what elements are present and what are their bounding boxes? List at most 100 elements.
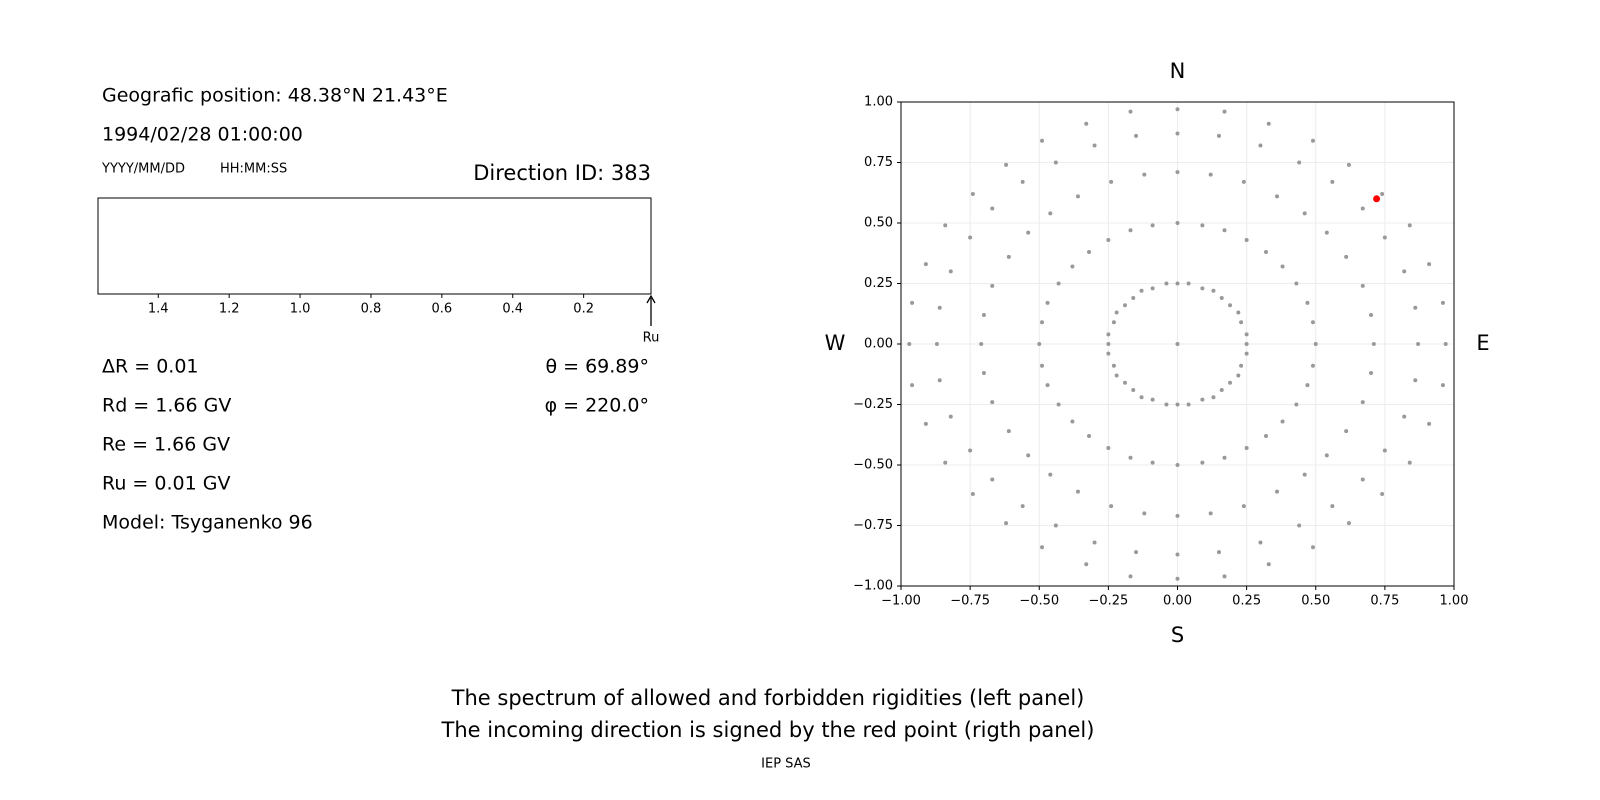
x-tick-label: 0.50 [1301,594,1330,609]
direction-point [1344,429,1349,434]
direction-point [1244,446,1249,451]
direction-point [1200,460,1205,465]
direction-point [1263,250,1268,255]
direction-point [1263,433,1268,438]
position: Geografic position: 48.38°N 21.43°E [102,85,448,107]
time-format: HH:MM:SS [220,162,287,177]
x-tick-label: 1.0 [290,302,311,317]
direction-point [1048,472,1053,477]
direction-point [1175,463,1180,467]
direction-point [1128,228,1133,233]
x-tick-label: 0.25 [1232,594,1261,609]
south-label: S [1171,623,1184,647]
direction-point [1053,523,1058,528]
direction-point [1084,121,1089,126]
direction-point [1280,419,1285,424]
direction-point [1228,380,1233,385]
direction-point [1114,310,1119,315]
west-label: W [825,331,846,355]
direction-point [1219,296,1224,301]
date-format: YYYY/MM/DD [101,162,185,177]
direction-point [1297,523,1302,528]
direction-point [1084,562,1089,567]
direction-point [1324,453,1329,458]
direction-point [1106,446,1111,451]
direction-point [1186,402,1191,407]
x-tick-label: −0.50 [1019,594,1059,609]
direction-point [1371,342,1376,346]
direction-point [1266,121,1271,126]
direction-point [1216,133,1221,138]
direction-point [1122,303,1127,308]
direction-point [948,269,953,274]
direction-point [1440,383,1445,388]
direction-point [981,371,986,376]
direction-point [1380,492,1385,497]
direction-point [1360,477,1365,482]
direction-point [1175,221,1180,225]
direction-point [1369,371,1374,376]
direction-point [1087,250,1092,255]
direction-point [1280,264,1285,269]
direction-point [1200,397,1205,402]
x-tick-label: −0.75 [950,594,990,609]
direction-point [1111,363,1116,368]
direction-point [990,283,995,288]
x-tick-label: 0.4 [502,302,523,317]
y-tick-label: 0.75 [864,155,893,170]
arrow-head [646,294,656,304]
direction-point [990,206,995,211]
direction-point [937,305,942,310]
y-tick-label: −0.25 [853,397,893,412]
direction-point [1258,540,1263,545]
direction-point [1222,109,1227,114]
direction-point [1122,380,1127,385]
direction-point [1344,254,1349,259]
direction-point [907,342,912,346]
direction-point [970,191,975,196]
direction-point [1020,504,1025,509]
y-tick-label: 0.00 [864,337,893,352]
direction-point [1427,262,1432,267]
direction-point [1087,433,1092,438]
x-tick-label: 1.4 [148,302,169,317]
direction-point [1150,286,1155,291]
direction-point [1360,400,1365,405]
direction-point [979,342,984,346]
direction-point [1134,133,1139,138]
direction-point [1239,320,1244,325]
direction-point [1040,363,1045,368]
direction-point [1164,402,1169,407]
delta-r: ΔR = 0.01 [102,356,199,378]
direction-point [1216,550,1221,555]
direction-point [1186,281,1191,286]
x-tick-label: 0.8 [361,302,382,317]
direction-point [1310,363,1315,368]
direction-point [1228,303,1233,308]
x-tick-label: 0.75 [1370,594,1399,609]
direction-point [1004,521,1009,526]
direction-point [1236,373,1241,378]
direction-point [1211,288,1216,293]
y-tick-label: 1.00 [864,95,893,110]
direction-point [943,460,948,465]
direction-point [1040,545,1045,550]
direction-point [1346,521,1351,526]
direction-point [1109,504,1114,509]
direction-point [1175,281,1180,286]
direction-point [1175,342,1180,346]
direction-point [1275,194,1280,199]
direction-point [1020,179,1025,184]
direction-point [1175,107,1180,112]
direction-point [990,477,995,482]
direction-point [1402,414,1407,419]
direction-point [1297,160,1302,165]
direction-point [1092,143,1097,148]
direction-point [1128,109,1133,114]
y-tick-label: 0.25 [864,276,893,291]
direction-point [1200,223,1205,228]
direction-point [1142,172,1147,177]
direction-point [910,300,915,305]
direction-point [1236,310,1241,315]
